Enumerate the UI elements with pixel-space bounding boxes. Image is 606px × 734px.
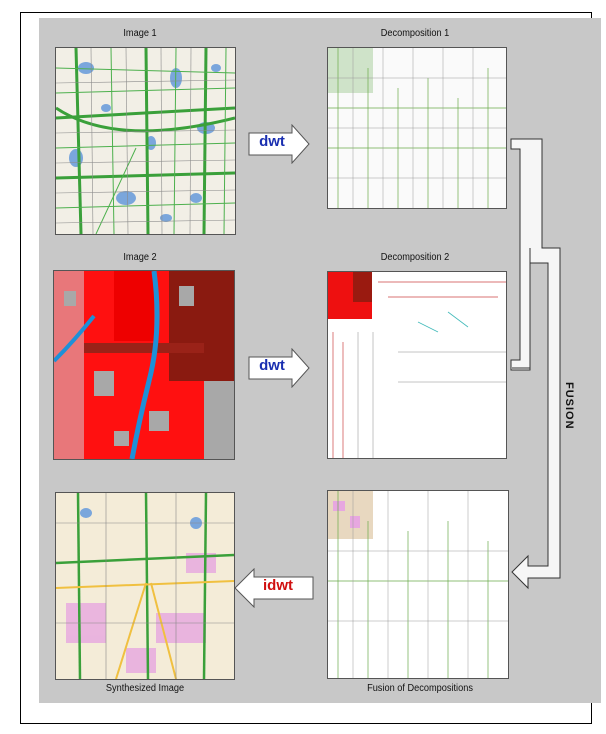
fusion-label: FUSION [563, 382, 575, 430]
decomposition-2 [327, 271, 507, 459]
caption-decomposition-2: Decomposition 2 [380, 252, 450, 263]
dwt-label-2: dwt [259, 357, 285, 374]
decomposition-1 [327, 47, 507, 209]
synthesized-image [55, 492, 235, 680]
fusion-of-decompositions [327, 490, 509, 679]
idwt-arrow [234, 568, 314, 608]
caption-image-1: Image 1 [123, 28, 157, 39]
dwt-arrow-2 [248, 348, 310, 388]
image-1 [55, 47, 236, 235]
idwt-label: idwt [263, 577, 293, 594]
fusion-bracket [510, 138, 590, 608]
caption-image-2: Image 2 [123, 252, 157, 263]
dwt-arrow-1 [248, 124, 310, 164]
image-2 [53, 270, 235, 460]
dwt-label-1: dwt [259, 133, 285, 150]
caption-decomposition-1: Decomposition 1 [380, 28, 450, 39]
caption-synthesized-image: Synthesized Image [105, 683, 185, 694]
caption-fusion-of-decompositions: Fusion of Decompositions [367, 683, 473, 694]
